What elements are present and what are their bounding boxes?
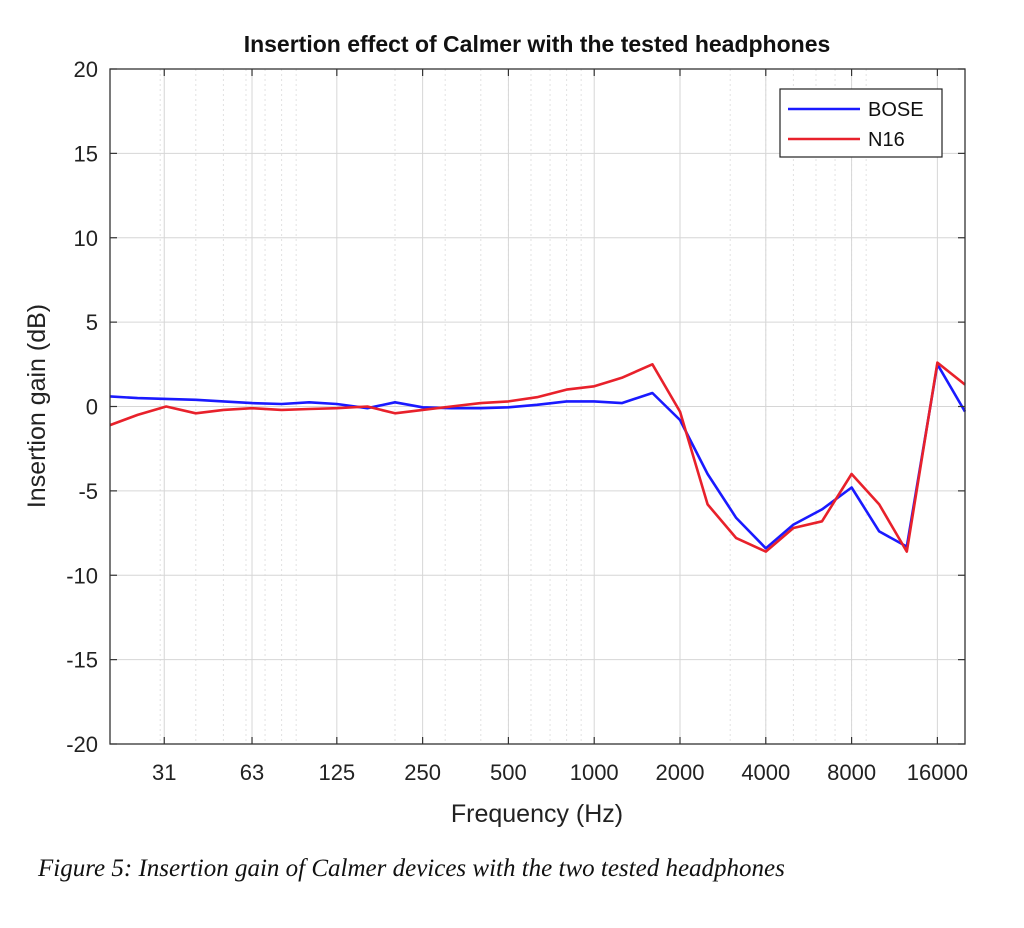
y-tick-label: -20: [66, 732, 98, 757]
legend-box: [779, 88, 943, 158]
x-tick-label: 125: [318, 760, 355, 785]
figure-caption: Figure 5: Insertion gain of Calmer devic…: [38, 855, 785, 882]
y-tick-label: 10: [74, 226, 98, 251]
insertion-gain-chart: 31 63 125 250 500 1000 2000 4000 8000 16000 20 15 1…: [23, 31, 968, 828]
y-axis-label: Insertion gain (dB): [23, 304, 51, 508]
y-tick-labels: 20 15 10 5 0 -5 -10 -15 -20: [66, 57, 98, 757]
legend: BOSE N16: [779, 88, 943, 158]
y-tick-label: 20: [74, 57, 98, 82]
series-layer: [109, 361, 967, 553]
x-tick-label: 16000: [907, 760, 968, 785]
y-tick-label: -5: [78, 479, 98, 504]
series-line-bose: [109, 362, 967, 550]
y-tick-label: -10: [66, 563, 98, 588]
x-tick-label: 1000: [570, 760, 619, 785]
x-tick-label: 8000: [827, 760, 876, 785]
axis-ticks: [110, 68, 965, 745]
chart-title: Insertion effect of Calmer with the test…: [244, 31, 831, 57]
y-tick-label: 0: [86, 395, 98, 420]
x-tick-label: 2000: [656, 760, 705, 785]
y-tick-label: -15: [66, 648, 98, 673]
legend-label-bose: BOSE: [868, 99, 924, 121]
x-tick-label: 63: [240, 760, 264, 785]
x-tick-label: 250: [404, 760, 441, 785]
y-tick-label: 15: [74, 141, 98, 166]
series-line-n16: [109, 361, 966, 553]
x-tick-labels: 31 63 125 250 500 1000 2000 4000 8000 16000: [152, 760, 968, 785]
y-tick-label: 5: [86, 310, 98, 335]
x-tick-label: 4000: [741, 760, 790, 785]
x-axis-label: Frequency (Hz): [451, 800, 623, 828]
x-tick-label: 31: [152, 760, 176, 785]
x-tick-label: 500: [490, 760, 527, 785]
legend-label-n16: N16: [868, 129, 905, 151]
